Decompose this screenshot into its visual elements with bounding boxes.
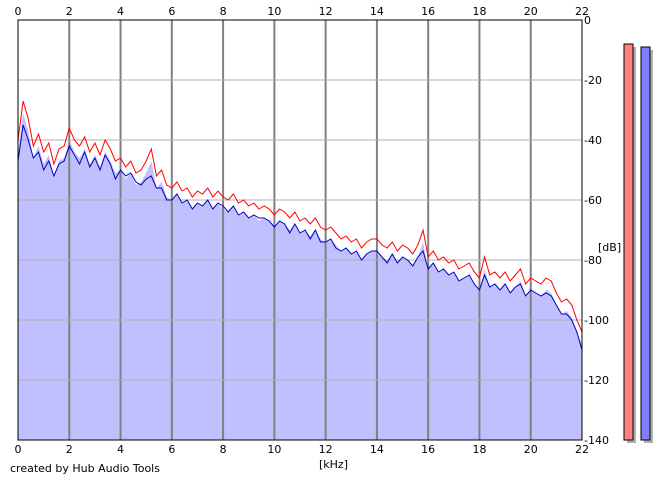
axis-ticks: 002244668810101212141416161818202022220-… [15, 5, 609, 456]
x-tick-label-top: 4 [117, 5, 124, 18]
x-tick-label-bottom: 6 [168, 443, 175, 456]
y-tick-label: -40 [584, 134, 602, 147]
x-tick-label-bottom: 10 [267, 443, 281, 456]
y-tick-label: -140 [584, 434, 609, 447]
x-tick-label-top: 16 [421, 5, 435, 18]
x-tick-label-bottom: 20 [524, 443, 538, 456]
x-tick-label-bottom: 12 [319, 443, 333, 456]
x-tick-label-top: 8 [220, 5, 227, 18]
credit-text: created by Hub Audio Tools [10, 462, 160, 475]
spectrum-trace [17, 100, 583, 333]
spectrum-fill [18, 113, 582, 440]
y-unit-label: [dB] [598, 241, 621, 254]
spectrum-traces [17, 100, 583, 351]
x-tick-label-top: 12 [319, 5, 333, 18]
y-tick-label: 0 [584, 14, 591, 27]
x-unit-label: [kHz] [319, 458, 348, 471]
x-tick-label-top: 10 [267, 5, 281, 18]
x-tick-label-top: 22 [575, 5, 589, 18]
x-tick-label-bottom: 14 [370, 443, 384, 456]
x-tick-label-top: 2 [66, 5, 73, 18]
level-meters [623, 43, 653, 443]
level-meter-bar [640, 46, 651, 441]
x-tick-label-top: 6 [168, 5, 175, 18]
spectrum-area [18, 113, 582, 440]
y-tick-label: -20 [584, 74, 602, 87]
x-tick-label-top: 18 [472, 5, 486, 18]
x-tick-label-bottom: 8 [220, 443, 227, 456]
y-tick-label: -80 [584, 254, 602, 267]
spectrum-trace [17, 124, 583, 351]
x-tick-label-top: 20 [524, 5, 538, 18]
x-tick-label-bottom: 22 [575, 443, 589, 456]
level-meter-bar [623, 43, 634, 441]
x-tick-label-bottom: 0 [15, 443, 22, 456]
x-tick-label-top: 0 [15, 5, 22, 18]
x-tick-label-top: 14 [370, 5, 384, 18]
y-tick-label: -60 [584, 194, 602, 207]
x-tick-label-bottom: 18 [472, 443, 486, 456]
x-tick-label-bottom: 16 [421, 443, 435, 456]
x-tick-label-bottom: 4 [117, 443, 124, 456]
x-tick-label-bottom: 2 [66, 443, 73, 456]
y-tick-label: -120 [584, 374, 609, 387]
plot-border [17, 19, 583, 441]
y-tick-label: -100 [584, 314, 609, 327]
